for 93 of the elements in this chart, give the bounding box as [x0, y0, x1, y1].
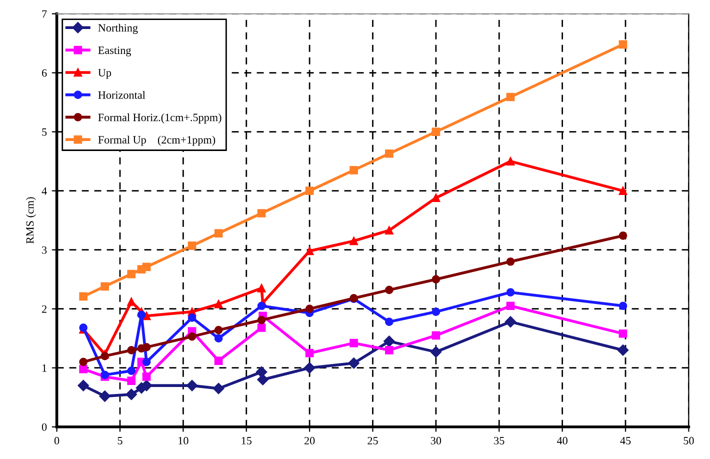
point [385, 226, 394, 235]
y-tick-label: 0 [42, 423, 47, 431]
y-tick-label: 7 [42, 10, 47, 18]
y-tick-label: 1 [42, 364, 46, 372]
point [257, 284, 266, 292]
point [79, 292, 88, 301]
point [618, 329, 628, 338]
point [214, 229, 223, 238]
point [78, 380, 89, 392]
point [188, 332, 196, 341]
point [384, 336, 395, 347]
point [186, 380, 198, 392]
point [127, 270, 136, 278]
x-tick-label: 30 [430, 436, 442, 444]
point [137, 310, 146, 319]
legend-label: Formal Up (2cm+1ppm) [98, 136, 216, 146]
point [506, 288, 515, 296]
point [432, 128, 440, 136]
point [348, 358, 360, 369]
point [99, 390, 110, 402]
point [305, 348, 314, 358]
point [79, 364, 88, 374]
point [618, 40, 628, 49]
point [385, 286, 394, 294]
point [504, 316, 516, 328]
x-tick-label: 10 [178, 436, 188, 444]
y-tick-label: 3 [42, 246, 47, 254]
point [350, 338, 358, 348]
point [350, 166, 358, 174]
point [257, 374, 268, 386]
point [257, 316, 266, 324]
point [257, 209, 266, 218]
x-tick-label: 25 [368, 436, 378, 444]
y-tick-label: 5 [42, 128, 47, 136]
point [506, 257, 515, 266]
point [385, 318, 394, 326]
point [127, 376, 136, 386]
x-tick-label: 35 [494, 436, 504, 444]
x-tick-label: 40 [556, 436, 568, 444]
y-axis-title: RMS (cm) [26, 197, 36, 244]
point [100, 352, 109, 360]
x-tick-label: 45 [620, 436, 631, 444]
point [142, 358, 151, 366]
point [127, 366, 136, 375]
x-tick-label: 5 [118, 437, 122, 444]
point [142, 372, 151, 381]
legend-label: Formal Horiz.(1cm+.5ppm) [98, 113, 222, 124]
point [430, 346, 442, 358]
point [214, 334, 223, 343]
legend-label: Horizontal [98, 91, 146, 99]
point [305, 304, 314, 314]
point [127, 298, 136, 306]
point [214, 356, 223, 365]
y-tick-label: 2 [42, 305, 46, 313]
y-tick-label: 4 [42, 187, 47, 195]
point [385, 346, 394, 354]
point [257, 302, 266, 310]
point [188, 242, 196, 250]
x-tick-label: 0 [54, 436, 60, 444]
x-tick-label: 15 [242, 436, 252, 444]
point [618, 186, 628, 195]
point [142, 262, 151, 272]
x-tick-label: 20 [304, 436, 315, 444]
point [214, 300, 223, 308]
point [212, 382, 224, 394]
point [305, 186, 314, 195]
point [127, 346, 136, 354]
point [506, 157, 515, 166]
point [79, 358, 88, 366]
point [214, 326, 223, 334]
point [506, 92, 515, 102]
point [126, 388, 137, 400]
point [618, 302, 628, 310]
point [304, 362, 316, 374]
point [350, 236, 358, 246]
point [100, 282, 109, 291]
point [142, 343, 151, 352]
legend-label: Northing [98, 24, 138, 34]
legend-label: Easting [98, 46, 132, 56]
point [506, 302, 515, 310]
point [432, 275, 440, 284]
y-tick-label: 6 [42, 69, 47, 77]
point [432, 308, 440, 316]
x-tick-label: 50 [684, 436, 694, 444]
point [385, 149, 394, 158]
point [257, 324, 266, 332]
point [305, 246, 314, 256]
point [618, 231, 628, 240]
point [617, 344, 629, 356]
point [432, 194, 440, 202]
point [432, 331, 440, 340]
legend-label: Up [98, 69, 112, 79]
point [188, 314, 196, 322]
